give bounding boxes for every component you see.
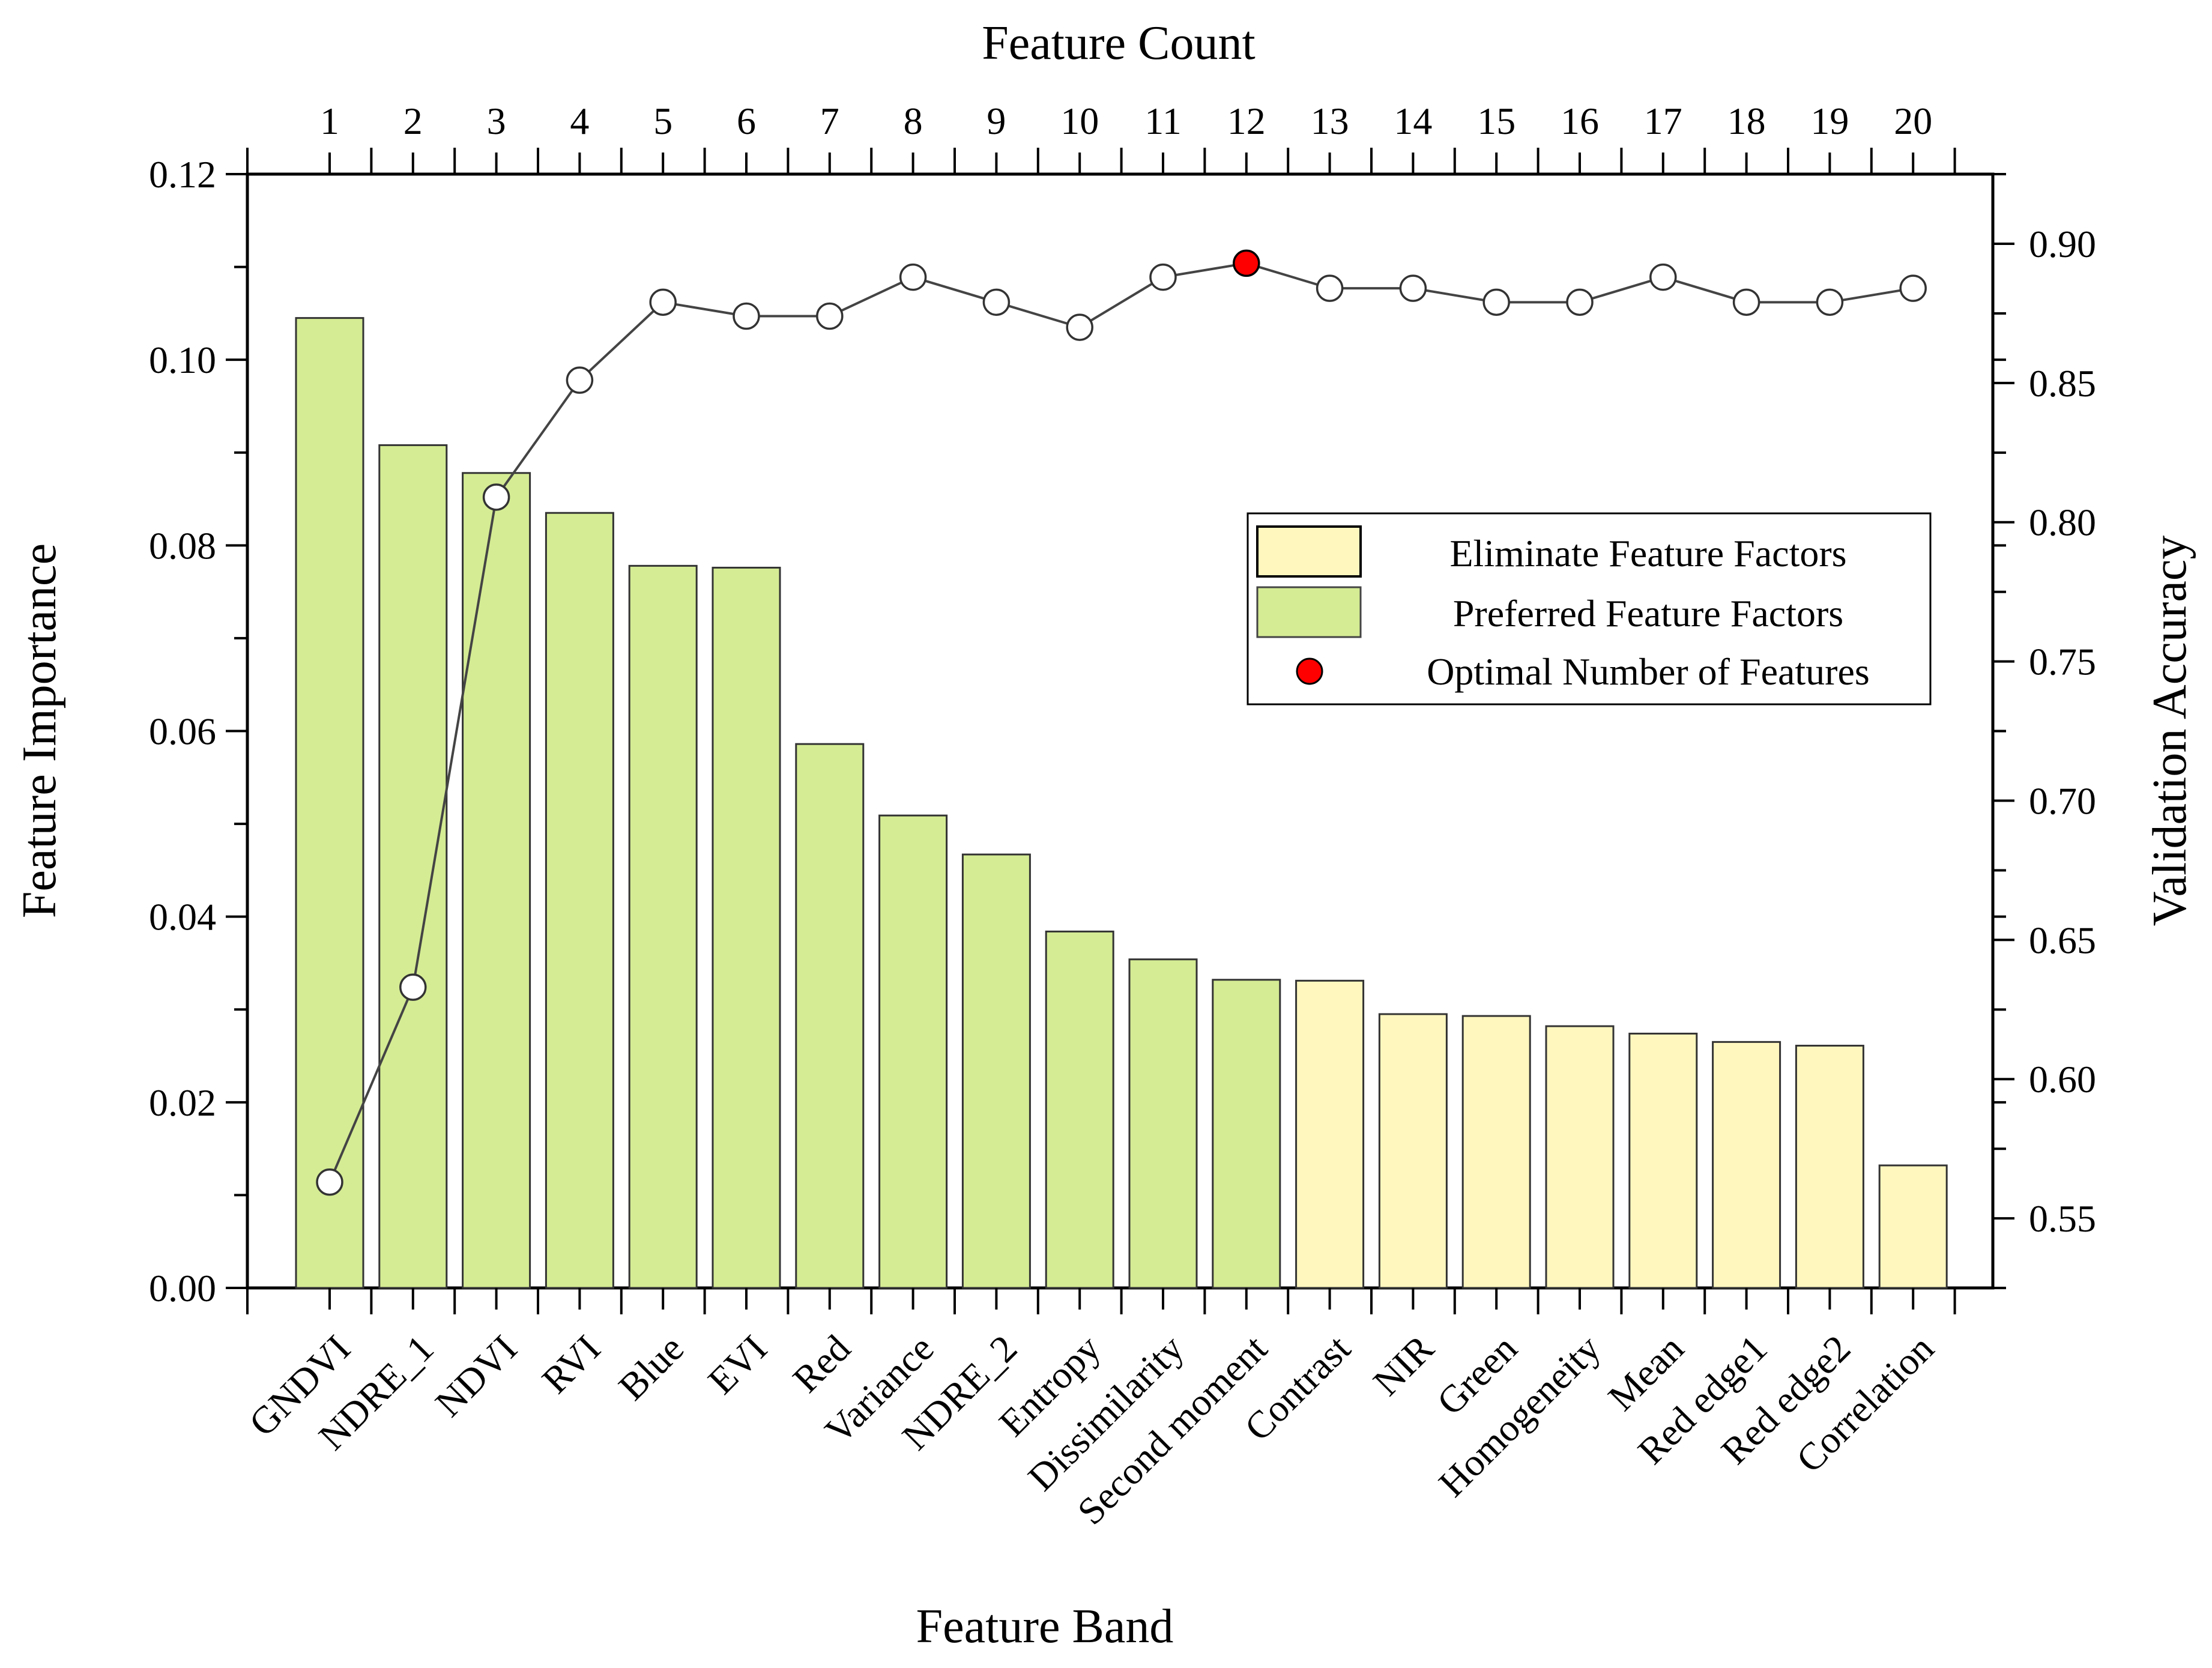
x2-tick-label: 19: [1810, 100, 1849, 142]
bar-10: [1045, 930, 1114, 1289]
accuracy-line: [328, 262, 1914, 1183]
y-tick-label: 0.10: [149, 339, 216, 381]
y-tick-label: 0.08: [149, 524, 216, 567]
bar-1: [295, 317, 364, 1289]
x2-tick-label: 7: [820, 100, 839, 142]
accuracy-point: [316, 1168, 343, 1196]
y-tick-label: 0.04: [149, 896, 216, 938]
x2-tick-label: 3: [487, 100, 506, 142]
y2-tick-label: 0.85: [2029, 362, 2096, 405]
x-category-label: EVI: [700, 1327, 775, 1403]
legend-swatch-preferred: [1256, 586, 1362, 638]
bar-14: [1378, 1013, 1448, 1289]
x2-tick-label: 8: [904, 100, 923, 142]
y-tick-label: 0.02: [149, 1081, 216, 1124]
accuracy-point: [1066, 313, 1093, 341]
x-axis-title: Feature Band: [916, 1600, 1174, 1653]
legend-label-preferred: Preferred Feature Factors: [1453, 592, 1843, 635]
bar-6: [712, 566, 781, 1289]
x2-tick-label: 9: [987, 100, 1006, 142]
accuracy-point: [733, 302, 760, 330]
bar-4: [545, 512, 614, 1289]
accuracy-point: [1482, 288, 1510, 316]
accuracy-point: [1649, 263, 1677, 291]
bar-15: [1461, 1015, 1531, 1289]
y2-tick-label: 0.90: [2029, 223, 2096, 265]
y-axis-title: Feature Importance: [13, 543, 66, 918]
bar-19: [1795, 1045, 1864, 1289]
x2-tick-label: 2: [403, 100, 423, 142]
legend: Eliminate Feature Factors Preferred Feat…: [1247, 512, 1932, 706]
legend-label-optimal: Optimal Number of Features: [1427, 650, 1870, 693]
y2-tick-label: 0.60: [2029, 1058, 2096, 1101]
bar-18: [1712, 1041, 1781, 1289]
accuracy-point: [1732, 288, 1760, 316]
x-category-label: Red: [785, 1327, 859, 1401]
bar-7: [795, 743, 865, 1289]
x2-tick-label: 12: [1227, 100, 1266, 142]
bar-2: [378, 444, 448, 1289]
accuracy-point: [1149, 263, 1177, 291]
x-category-label: Blue: [610, 1327, 692, 1409]
accuracy-point: [1399, 274, 1427, 302]
legend-swatch-optimal: [1296, 657, 1323, 685]
y-tick-label: 0.12: [149, 153, 216, 196]
x2-tick-label: 1: [320, 100, 339, 142]
bar-9: [961, 853, 1031, 1289]
x2-tick-label: 18: [1727, 100, 1766, 142]
y-tick-label: 0.06: [149, 710, 216, 753]
bar-3: [462, 472, 531, 1289]
y2-tick-label: 0.80: [2029, 501, 2096, 544]
x2-tick-label: 13: [1311, 100, 1349, 142]
accuracy-point: [982, 288, 1011, 316]
x2-tick-label: 16: [1561, 100, 1599, 142]
bar-12: [1212, 979, 1281, 1289]
x2-axis-title: Feature Count: [982, 17, 1255, 70]
bar-17: [1628, 1032, 1698, 1289]
x2-tick-label: 20: [1894, 100, 1932, 142]
x2-tick-label: 11: [1144, 100, 1182, 142]
bar-20: [1878, 1164, 1948, 1289]
y2-axis-title: Validation Accuracy: [2144, 536, 2196, 926]
optimal-point: [1233, 249, 1260, 277]
accuracy-point: [649, 288, 677, 316]
bar-11: [1128, 958, 1198, 1289]
x-category-label: RVI: [534, 1327, 609, 1402]
x-category-label: NDVI: [427, 1327, 525, 1425]
bar-16: [1545, 1025, 1615, 1289]
x2-tick-label: 6: [737, 100, 756, 142]
x2-tick-label: 5: [653, 100, 672, 142]
accuracy-point: [1816, 288, 1844, 316]
x2-tick-label: 10: [1060, 100, 1099, 142]
accuracy-point: [1566, 288, 1594, 316]
x2-tick-label: 15: [1477, 100, 1515, 142]
accuracy-point: [1316, 274, 1344, 302]
y-tick-label: 0.00: [149, 1267, 216, 1310]
accuracy-point: [566, 366, 594, 394]
x2-tick-label: 17: [1644, 100, 1682, 142]
y2-tick-label: 0.65: [2029, 919, 2096, 961]
accuracy-point: [399, 973, 427, 1001]
accuracy-point: [482, 483, 510, 511]
bar-8: [878, 814, 948, 1289]
accuracy-point: [816, 302, 844, 330]
legend-swatch-eliminate: [1256, 525, 1362, 578]
y2-tick-label: 0.70: [2029, 779, 2096, 822]
accuracy-point: [899, 263, 927, 291]
x2-tick-label: 4: [570, 100, 589, 142]
y2-tick-label: 0.75: [2029, 641, 2096, 683]
bar-13: [1295, 979, 1365, 1289]
accuracy-point: [1899, 274, 1927, 302]
y2-tick-label: 0.55: [2029, 1197, 2096, 1240]
bar-5: [628, 564, 698, 1289]
legend-label-eliminate: Eliminate Feature Factors: [1449, 532, 1846, 575]
x2-tick-label: 14: [1394, 100, 1432, 142]
